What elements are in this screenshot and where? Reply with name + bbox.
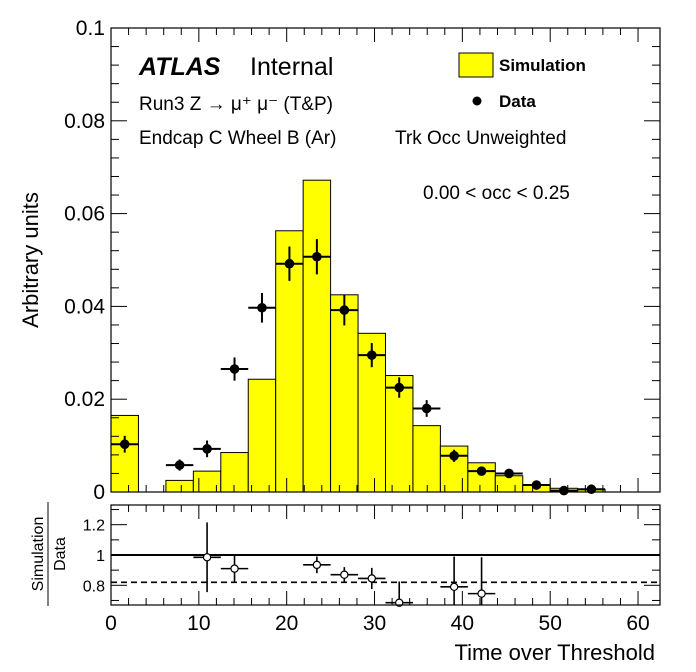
occupancy-cut-label: 0.00 < occ < 0.25 (423, 183, 570, 204)
data-point (531, 480, 542, 490)
data-point (394, 382, 405, 393)
legend: Simulation Data (458, 52, 586, 111)
ratio-y-tick-label: 1 (96, 548, 105, 565)
x-tick-label: 20 (275, 612, 298, 635)
main-y-tick-label: 0.1 (76, 17, 105, 40)
ratio-point (340, 570, 349, 579)
data-point (257, 302, 267, 313)
ratio-y-tick-label: 1.2 (83, 518, 105, 535)
legend-data-label: Data (499, 92, 536, 111)
main-plot-frame (110, 27, 661, 493)
ratio-point (312, 560, 322, 570)
ratio-point (202, 553, 212, 562)
legend-data-marker (472, 96, 482, 106)
process-label: Run3 Z → μ⁺ μ⁻ (T&P) (139, 94, 333, 115)
simulation-bin (247, 378, 277, 493)
ratio-y-title-numerator: Simulation (30, 517, 47, 592)
ratio-reference-lines (111, 554, 660, 584)
ratio-axis-ticks: 0.8 1 1.2 0 10 20 30 40 50 60 (83, 505, 660, 635)
ratio-point (477, 589, 486, 598)
ratio-point (230, 564, 239, 573)
main-data-layer (111, 239, 606, 496)
data-point (476, 466, 487, 476)
simulation-bin (412, 425, 441, 493)
weighting-label: Trk Occ Unweighted (395, 128, 566, 149)
main-y-tick-label: 0 (93, 481, 105, 504)
ratio-y-axis-title: Simulation Data (30, 502, 69, 606)
main-histogram-layer (110, 179, 606, 493)
legend-simulation-swatch (458, 52, 494, 78)
ratio-point (449, 582, 459, 592)
internal-label: Internal (250, 53, 333, 81)
simulation-bin (220, 452, 249, 493)
data-point (559, 485, 569, 496)
data-point (174, 460, 185, 470)
x-tick-label: 30 (363, 612, 386, 635)
main-y-tick-label: 0.04 (64, 295, 105, 318)
ratio-y-title-denominator: Data (52, 537, 69, 571)
data-point (449, 451, 459, 461)
region-label: Endcap C Wheel B (Ar) (139, 128, 336, 149)
data-point (339, 305, 350, 315)
data-point (229, 364, 240, 374)
x-axis-title: Time over Threshold (454, 640, 655, 665)
data-point (312, 251, 322, 262)
simulation-bin (302, 179, 332, 493)
main-y-tick-label: 0.02 (64, 388, 105, 411)
simulation-bin (165, 479, 194, 493)
atlas-label: ATLAS (138, 53, 221, 81)
data-point (284, 258, 295, 269)
main-axis-ticks: 0 0.02 0.04 0.06 0.08 0.1 (64, 17, 660, 504)
ratio-point (367, 574, 376, 583)
data-point (119, 439, 130, 450)
data-point (421, 403, 432, 414)
main-y-axis-title: Arbitrary units (18, 192, 43, 328)
x-tick-label: 40 (451, 612, 474, 635)
main-y-tick-label: 0.08 (64, 110, 105, 133)
data-point (504, 468, 514, 479)
main-y-tick-label: 0.06 (64, 203, 105, 226)
ratio-y-tick-label: 0.8 (83, 578, 105, 595)
legend-simulation-label: Simulation (499, 56, 586, 75)
simulation-bin (110, 414, 139, 493)
ratio-data-layer (193, 522, 496, 607)
data-point (366, 350, 377, 360)
x-tick-label: 50 (539, 612, 562, 635)
x-tick-label: 60 (626, 612, 649, 635)
x-tick-label: 0 (105, 612, 117, 635)
data-point (202, 444, 212, 454)
x-tick-label: 10 (187, 612, 210, 635)
